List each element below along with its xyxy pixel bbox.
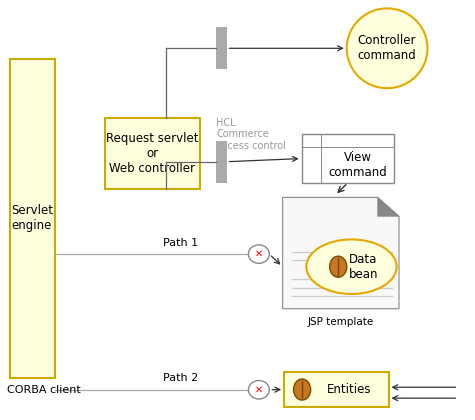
Bar (216, 27, 227, 69)
Ellipse shape (306, 239, 397, 294)
Text: ✕: ✕ (255, 249, 263, 259)
Text: Request servlet
or
Web controller: Request servlet or Web controller (106, 132, 198, 175)
Polygon shape (283, 197, 399, 309)
Bar (10, 59, 55, 378)
Text: Entities: Entities (327, 383, 371, 396)
Ellipse shape (294, 379, 311, 400)
Text: Controller
command: Controller command (358, 34, 417, 62)
Ellipse shape (330, 256, 347, 277)
Circle shape (248, 245, 269, 263)
Text: ✕: ✕ (255, 385, 263, 395)
Text: View
command: View command (328, 151, 387, 179)
Bar (284, 372, 389, 407)
Text: JSP template: JSP template (308, 317, 374, 327)
Bar (104, 118, 200, 189)
Text: Servlet
engine: Servlet engine (11, 205, 53, 232)
Text: Data
bean: Data bean (349, 253, 378, 281)
Ellipse shape (347, 8, 428, 88)
Circle shape (248, 381, 269, 399)
Bar (302, 134, 394, 183)
Text: CORBA client: CORBA client (7, 385, 81, 395)
Text: Path 1: Path 1 (163, 238, 198, 248)
Bar (216, 141, 227, 183)
Text: Path 2: Path 2 (163, 373, 198, 383)
Text: HCL
Commerce
access control: HCL Commerce access control (216, 118, 286, 151)
Polygon shape (378, 197, 399, 216)
